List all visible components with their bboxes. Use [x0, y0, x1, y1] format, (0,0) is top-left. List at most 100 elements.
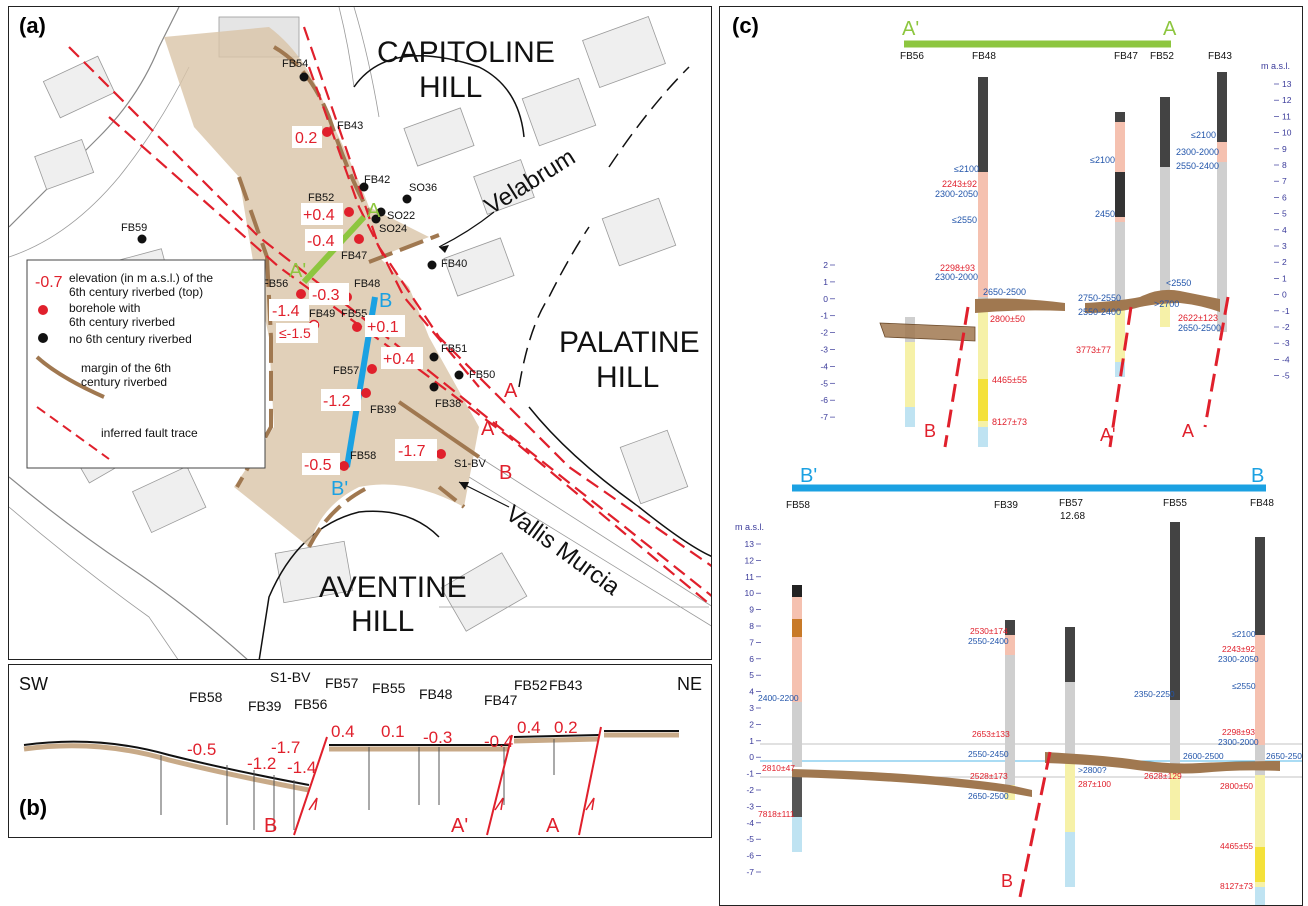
profile-fault-a: A: [546, 815, 560, 837]
profile-fb57: FB57: [325, 675, 359, 691]
profile-fb58: FB58: [189, 689, 223, 705]
bottom-end-left: B': [800, 465, 817, 487]
svg-text:FB59: FB59: [121, 222, 147, 234]
top-fault-b: B: [924, 421, 936, 441]
top-fb48-r4: 4465±55: [992, 375, 1027, 385]
top-fb47-a4: 2550-2400: [1078, 307, 1121, 317]
top-fb48: FB48: [972, 51, 996, 62]
legend-margin-2: century riverbed: [81, 375, 167, 389]
bottom-fb48-r1: 2243±92: [1222, 644, 1255, 654]
top-fb48-r5: 8127±73: [992, 417, 1027, 427]
hill-aventine-1: AVENTINE: [319, 571, 467, 604]
hill-palatine-1: PALATINE: [559, 326, 700, 359]
axis-tick-label: -1: [1282, 306, 1290, 316]
axis-tick-label: 8: [749, 621, 754, 631]
axis-tick-label: -2: [1282, 322, 1290, 332]
axis-tick-label: 4: [749, 687, 754, 697]
bottom-fb57-r1: 287±100: [1078, 779, 1111, 789]
map-legend: -0.7 elevation (in m a.s.l.) of the 6th …: [26, 259, 266, 469]
profile-svg: FB58 S1-BV FB39 FB56 FB57 FB55 FB48 FB47…: [19, 669, 702, 837]
axis-tick-label: -3: [746, 801, 754, 811]
axis-tick-label: -7: [746, 867, 754, 877]
axis-tick-label: 3: [1282, 241, 1287, 251]
bottom-fb48-r5: 8127±73: [1220, 881, 1253, 891]
panel-b-label: (b): [19, 795, 48, 820]
profile-elev-fb57: 0.4: [331, 722, 355, 741]
legend-elev-sample: -0.7: [35, 274, 63, 291]
top-end-right: A: [1163, 18, 1177, 40]
axis-tick-label: 1: [823, 277, 828, 287]
bottom-fb39-a2: 2550-2450: [968, 749, 1009, 759]
svg-text:FB54: FB54: [282, 58, 308, 70]
bottom-unit: m a.s.l.: [735, 522, 764, 532]
profile-fb43: FB43: [549, 677, 583, 693]
sections-svg: A' A FB56 FB48 FB47 FB52 FB43 m a.s.l. 1…: [735, 18, 1302, 905]
bottom-fb39-r2: 2653±133: [972, 729, 1010, 739]
bottom-fb39: FB39: [994, 500, 1018, 511]
top-fb48-fill: [978, 77, 988, 172]
bottom-fb39-r1: 2530±174: [970, 626, 1008, 636]
profile-fb55: FB55: [372, 680, 406, 696]
legend-black: no 6th century riverbed: [69, 332, 192, 346]
bottom-fb39-a1: 2550-2400: [968, 636, 1009, 646]
top-fb47: FB47: [1114, 51, 1138, 62]
svg-text:FB58: FB58: [350, 450, 376, 462]
axis-tick-label: 11: [1282, 111, 1291, 121]
profile-elev-fb55: 0.1: [381, 722, 405, 741]
axis-tick-label: 5: [749, 670, 754, 680]
legend-margin-1: margin of the 6th: [81, 361, 171, 375]
axis-tick-label: -1: [746, 769, 754, 779]
legend-red-1: borehole with: [69, 301, 140, 315]
axis-tick-label: 1: [1282, 273, 1287, 283]
bottom-fb55-r1: 2628±129: [1144, 771, 1182, 781]
bottom-end-right: B: [1251, 465, 1264, 487]
aventine-outline: [258, 510, 440, 659]
axis-tick-label: 3: [749, 703, 754, 713]
profile-fb39: FB39: [248, 698, 282, 714]
svg-text:FB42: FB42: [364, 174, 390, 186]
black-boreholes: [137, 72, 464, 392]
svg-text:FB47: FB47: [341, 250, 367, 262]
svg-text:FB39: FB39: [370, 404, 396, 416]
elev-fb55: +0.1: [367, 319, 399, 336]
section-b-prime-label: B': [331, 478, 348, 500]
section-a-label: A: [367, 200, 381, 222]
profile-s1bv: S1-BV: [270, 669, 311, 685]
panel-c-label: (c): [732, 13, 759, 38]
top-fb43-r1: 2622±123: [1178, 313, 1218, 323]
top-left-axis: 2 1 0 -1 -2 -3 -4 -5 -6 -7: [820, 260, 835, 422]
fault-label-b: B: [499, 462, 512, 484]
axis-tick-label: -3: [820, 345, 828, 355]
axis-tick-label: -5: [1282, 371, 1290, 381]
profile-fb52: FB52: [514, 677, 548, 693]
axis-tick-label: -7: [820, 412, 828, 422]
panel-a-map: FB54 FB43 FB42 SO36 FB52 SO22 SO24 FB59 …: [8, 6, 712, 660]
bottom-fb55-a2: 2600-2500: [1183, 751, 1224, 761]
axis-tick-label: -6: [746, 851, 754, 861]
axis-tick-label: 12: [745, 555, 755, 565]
axis-tick-label: 13: [745, 539, 755, 549]
top-fb48-a3: ≤2550: [952, 215, 977, 225]
bottom-fb48: FB48: [1250, 498, 1274, 509]
map-svg: FB54 FB43 FB42 SO36 FB52 SO22 SO24 FB59 …: [9, 7, 711, 659]
svg-text:FB51: FB51: [441, 343, 467, 355]
axis-tick-label: -5: [746, 834, 754, 844]
svg-text:FB38: FB38: [435, 398, 461, 410]
bottom-fb48-a1: ≤2100: [1232, 629, 1256, 639]
axis-tick-label: -1: [820, 311, 828, 321]
axis-tick-label: -6: [820, 395, 828, 405]
axis-tick-label: 0: [749, 752, 754, 762]
svg-text:S1-BV: S1-BV: [454, 458, 486, 470]
profile-fb56: FB56: [294, 696, 328, 712]
axis-tick-label: -4: [820, 361, 828, 371]
axis-tick-label: 12: [1282, 95, 1292, 105]
profile-elev-fb48: -0.3: [423, 728, 452, 747]
bottom-fb39-a3: 2650-2500: [968, 791, 1009, 801]
top-fb47-r1: 3773±77: [1076, 345, 1111, 355]
axis-tick-label: -5: [820, 378, 828, 388]
axis-tick-label: -3: [1282, 338, 1290, 348]
panel-b-profile: FB58 S1-BV FB39 FB56 FB57 FB55 FB48 FB47…: [8, 664, 712, 838]
section-b-label: B: [379, 290, 392, 312]
red-boreholes: [296, 127, 446, 471]
bottom-fb48-a4: 2300-2000: [1218, 737, 1259, 747]
